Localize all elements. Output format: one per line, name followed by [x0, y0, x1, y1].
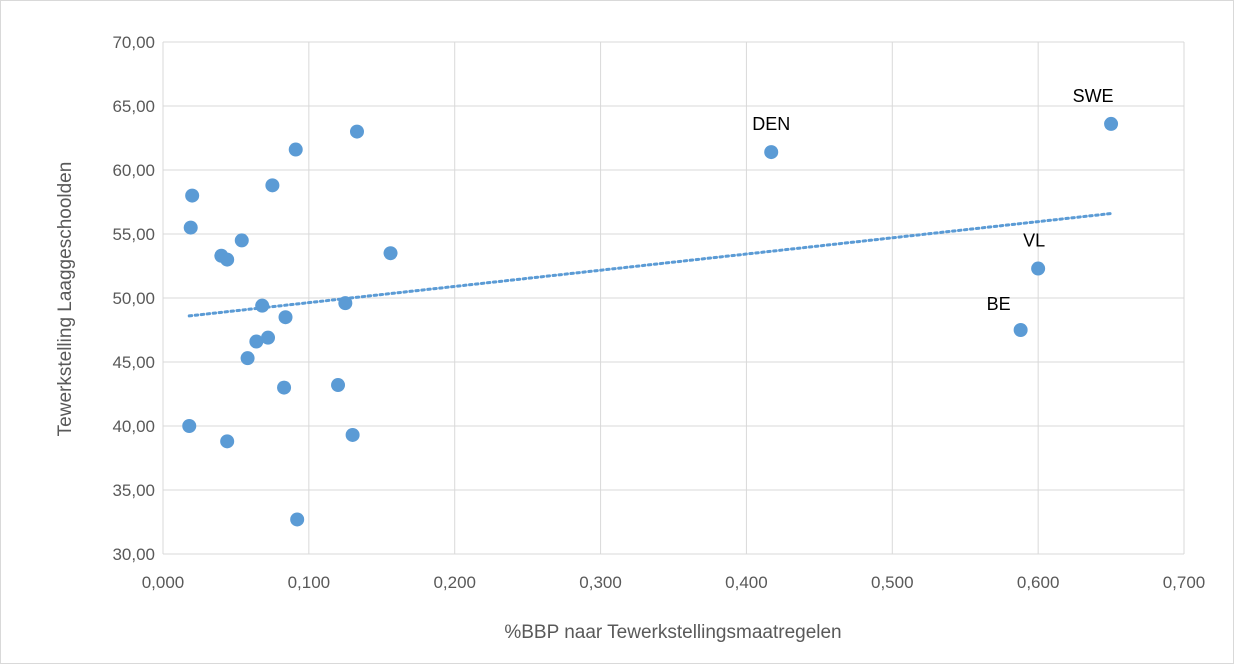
data-point	[383, 246, 398, 261]
data-point	[1031, 261, 1046, 276]
y-tick-label: 50,00	[112, 289, 155, 308]
data-point	[220, 434, 235, 449]
data-points	[182, 116, 1119, 527]
trendline	[187, 212, 1113, 318]
data-point	[764, 145, 779, 160]
data-point	[220, 252, 235, 267]
y-axis-ticks: 30,00 35,00 40,00 45,00 50,00 55,00 60,00 65,00…	[112, 33, 155, 564]
data-label: SWE	[1073, 86, 1114, 106]
x-tick-label: 0,000	[142, 573, 185, 592]
data-point	[331, 378, 346, 393]
data-label: VL	[1023, 231, 1045, 251]
linear-trendline	[187, 212, 1113, 318]
x-tick-label: 0,400	[725, 573, 768, 592]
data-label: DEN	[752, 114, 790, 134]
data-point	[265, 178, 280, 193]
data-label: BE	[987, 294, 1011, 314]
y-tick-label: 60,00	[112, 161, 155, 180]
data-point	[345, 427, 360, 442]
data-point	[1104, 116, 1119, 131]
data-point	[255, 298, 270, 313]
data-point	[338, 296, 353, 311]
y-tick-label: 55,00	[112, 225, 155, 244]
data-point	[183, 220, 198, 235]
data-point	[278, 310, 293, 325]
point-labels: DEN BE VL SWE	[752, 86, 1113, 314]
data-point	[349, 124, 364, 139]
x-axis-ticks: 0,000 0,100 0,200 0,300 0,400 0,500 0,600 0,700	[142, 573, 1206, 592]
data-point	[288, 142, 303, 157]
data-point	[277, 380, 292, 395]
y-tick-label: 35,00	[112, 481, 155, 500]
data-point	[240, 351, 255, 366]
y-tick-label: 40,00	[112, 417, 155, 436]
x-tick-label: 0,700	[1163, 573, 1206, 592]
x-axis-title: %BBP naar Tewerkstellingsmaatregelen	[504, 622, 841, 643]
x-tick-label: 0,200	[433, 573, 476, 592]
data-point	[261, 330, 276, 345]
y-axis-title: Tewerkstelling Laaggeschoolden	[55, 162, 76, 437]
x-tick-label: 0,100	[288, 573, 331, 592]
y-tick-label: 65,00	[112, 97, 155, 116]
y-tick-label: 70,00	[112, 33, 155, 52]
data-point	[182, 419, 197, 433]
data-point	[290, 512, 305, 527]
data-point	[249, 334, 264, 349]
gridlines	[162, 41, 1185, 555]
data-point	[1013, 323, 1028, 337]
x-tick-label: 0,300	[579, 573, 622, 592]
y-tick-label: 45,00	[112, 353, 155, 372]
data-point	[234, 233, 249, 248]
data-point	[185, 188, 200, 203]
y-tick-label: 30,00	[112, 545, 155, 564]
x-tick-label: 0,600	[1017, 573, 1060, 592]
x-tick-label: 0,500	[871, 573, 914, 592]
